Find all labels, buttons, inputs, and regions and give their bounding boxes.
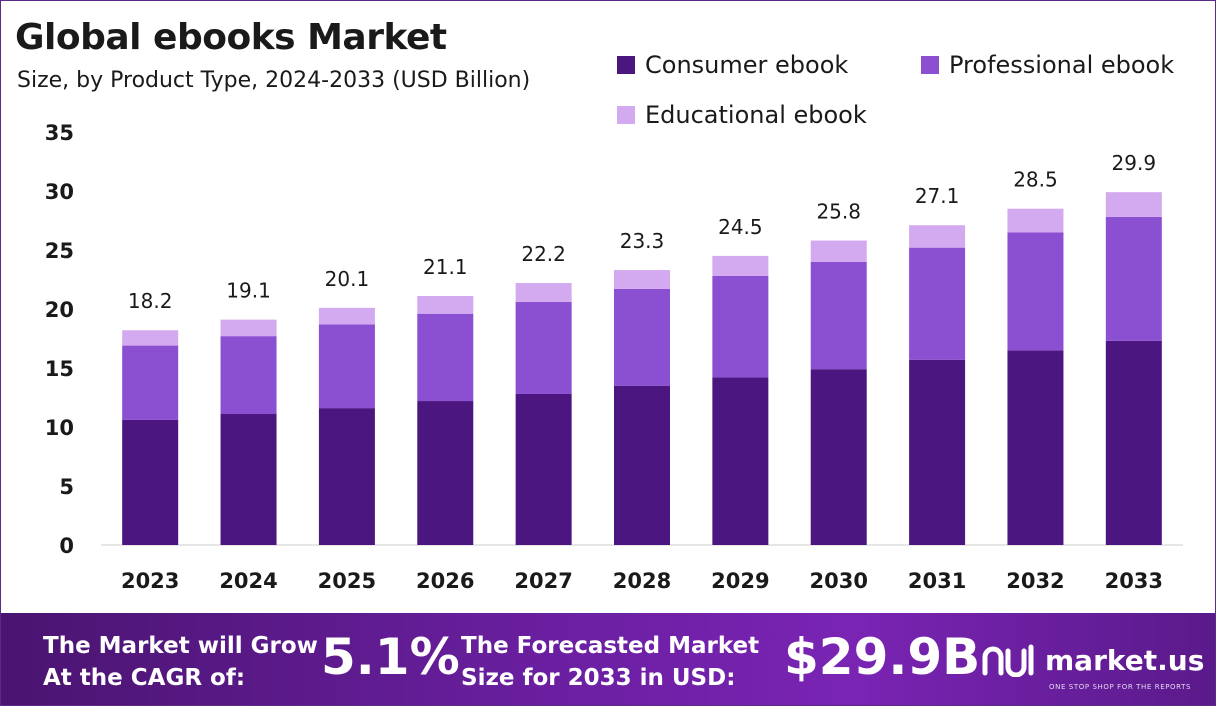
bar-segment-professional-ebook [220,336,277,415]
bar-segment-professional-ebook [909,247,966,360]
legend-label-professional: Professional ebook [949,51,1175,79]
bar-segment-consumer-ebook [515,393,572,545]
bar-segment-educational-ebook [1007,208,1064,233]
x-tick-label: 2023 [121,569,179,593]
bar-segment-educational-ebook [712,255,769,276]
data-label-total: 23.3 [620,229,665,253]
y-tick-label: 30 [45,180,74,204]
legend-item-educational: Educational ebook [617,101,867,129]
cagr-label-line1: The Market will Grow [43,633,318,659]
y-tick-label: 15 [45,357,74,381]
data-label-total: 21.1 [423,255,468,279]
bar-segment-consumer-ebook [1105,340,1162,545]
y-tick-label: 0 [59,534,74,558]
chart-subtitle: Size, by Product Type, 2024-2033 (USD Bi… [17,68,531,93]
bar-segment-consumer-ebook [1007,350,1064,545]
bar-segment-educational-ebook [122,330,179,346]
legend-item-consumer: Consumer ebook [617,51,848,79]
bar-segment-professional-ebook [515,301,572,394]
bar-segment-educational-ebook [417,296,474,314]
x-tick-label: 2024 [219,569,277,593]
cagr-value: 5.1% [321,628,460,686]
bar-segment-professional-ebook [712,275,769,378]
y-tick-label: 10 [45,416,74,440]
cagr-label: The Market will Grow At the CAGR of: [43,630,318,694]
market-size-label-line2: Size for 2033 in USD: [461,665,736,691]
x-tick-label: 2031 [908,569,966,593]
bar-segment-educational-ebook [1105,192,1162,217]
data-label-total: 24.5 [718,215,763,239]
bar-segment-educational-ebook [220,319,277,337]
bar-segment-educational-ebook [614,270,670,289]
market-size-label-line1: The Forecasted Market [461,633,760,659]
x-tick-label: 2027 [514,569,572,593]
x-tick-label: 2030 [810,569,868,593]
bar-segment-educational-ebook [810,240,867,262]
x-tick-label: 2029 [711,569,769,593]
data-label-total: 18.2 [128,289,173,313]
data-label-total: 22.2 [521,242,566,266]
x-tick-label: 2028 [613,569,671,593]
legend-item-professional: Professional ebook [921,51,1174,79]
data-label-total: 28.5 [1013,168,1058,192]
x-tick-label: 2025 [318,569,376,593]
bar-segment-consumer-ebook [220,414,277,545]
bar-segment-professional-ebook [122,345,179,420]
bar-segment-educational-ebook [318,307,375,325]
data-label-total: 19.1 [226,279,271,303]
bar-segment-professional-ebook [810,261,867,370]
bar-segment-consumer-ebook [909,359,966,545]
bar-segment-professional-ebook [318,324,375,409]
y-tick-label: 5 [59,475,74,499]
bar-segment-professional-ebook [1105,216,1162,341]
legend-label-educational: Educational ebook [645,101,867,129]
y-tick-label: 25 [45,239,74,263]
data-label-total: 20.1 [325,267,370,291]
y-tick-label: 20 [45,298,74,322]
bar-segment-educational-ebook [515,283,572,302]
bar-segment-consumer-ebook [318,408,375,545]
brand-logo: market.us [981,643,1204,677]
data-label-total: 25.8 [816,200,861,224]
legend-swatch-educational [617,106,635,124]
bar-segment-consumer-ebook [712,377,769,545]
footer-banner: The Market will Grow At the CAGR of: 5.1… [1,613,1215,705]
data-label-total: 29.9 [1112,151,1157,175]
bar-segment-professional-ebook [417,313,474,402]
cagr-label-line2: At the CAGR of: [43,665,246,691]
data-label-total: 27.1 [915,184,960,208]
x-tick-label: 2026 [416,569,474,593]
market-size-label: The Forecasted Market Size for 2033 in U… [461,630,759,694]
x-tick-label: 2032 [1006,569,1064,593]
bar-segment-consumer-ebook [122,419,179,545]
bar-segment-professional-ebook [614,288,670,386]
market-us-logo-icon [982,644,1034,677]
brand-tagline: ONE STOP SHOP FOR THE REPORTS [1049,683,1192,691]
chart-title: Global ebooks Market [15,17,447,58]
bar-segment-educational-ebook [909,225,966,248]
market-size-value: $29.9B [784,628,981,686]
legend-swatch-professional [921,56,939,74]
brand-name: market.us [1045,643,1205,677]
stacked-bar-chart: 0510152025303518.2202319.1202420.1202521… [45,121,1183,593]
bar-segment-professional-ebook [1007,232,1064,351]
bar-segment-consumer-ebook [417,401,474,545]
bar-segment-consumer-ebook [810,369,867,545]
bar-segment-consumer-ebook [614,385,670,545]
legend-swatch-consumer [617,56,635,74]
x-tick-label: 2033 [1105,569,1163,593]
legend-label-consumer: Consumer ebook [645,51,849,79]
y-tick-label: 35 [45,121,74,145]
